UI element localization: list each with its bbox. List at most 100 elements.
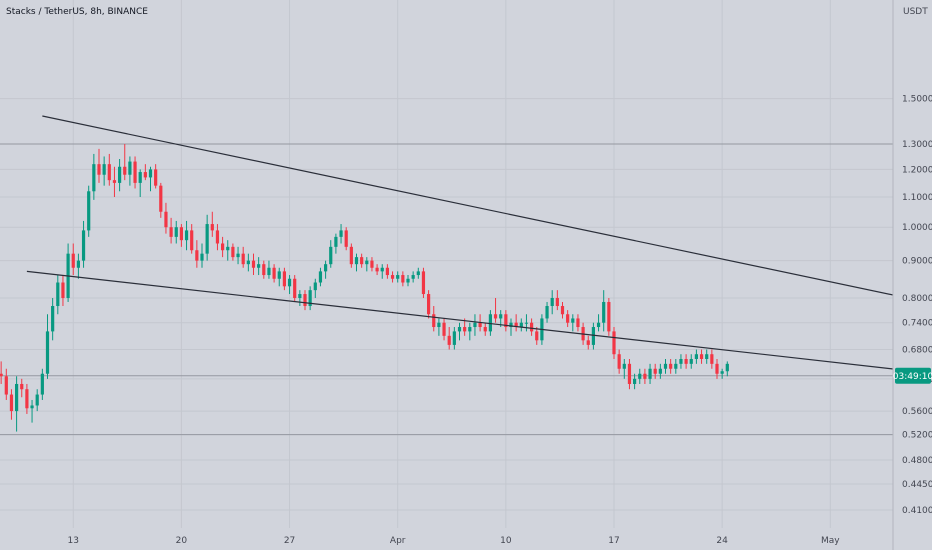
candle	[51, 297, 55, 341]
candle	[560, 301, 565, 319]
candle	[205, 214, 209, 261]
candle-body	[576, 318, 580, 328]
candle-body	[452, 331, 456, 345]
candle-body	[257, 264, 261, 268]
candle-body	[45, 331, 50, 374]
candle-body	[298, 294, 302, 298]
candle	[179, 224, 183, 247]
candle-body	[560, 306, 565, 315]
y-tick-label: 0.8000	[902, 294, 932, 304]
candle	[643, 368, 647, 384]
candle	[612, 327, 616, 359]
candle-body	[112, 180, 117, 183]
candle-body	[679, 358, 683, 364]
candle-body	[504, 314, 508, 328]
candle	[154, 164, 158, 189]
candle-body	[282, 271, 286, 287]
candle-body	[318, 271, 323, 283]
candle-body	[334, 236, 338, 247]
candle	[318, 267, 323, 287]
candle-body	[339, 230, 343, 237]
candle	[354, 253, 359, 272]
trendline[interactable]	[42, 115, 932, 366]
candle-body	[184, 230, 189, 241]
x-tick-label: Apr	[390, 536, 406, 546]
candle	[298, 290, 302, 307]
candle-body	[602, 301, 606, 323]
x-tick-label: May	[821, 536, 840, 546]
candle	[457, 322, 462, 341]
candle	[684, 354, 688, 369]
candle	[107, 153, 111, 186]
candle	[576, 314, 580, 332]
candle	[365, 257, 369, 272]
candle-body	[365, 260, 369, 265]
candle-body	[313, 282, 317, 291]
candle-body	[102, 164, 106, 175]
candle-body	[674, 363, 678, 369]
candle-body	[272, 267, 276, 279]
trendlines	[26, 115, 932, 407]
candle	[504, 310, 508, 332]
candle	[87, 185, 91, 237]
candle-body	[221, 243, 225, 251]
candle-body	[236, 253, 240, 258]
candle-body	[416, 271, 420, 276]
candle	[396, 271, 400, 283]
candle-body	[148, 169, 153, 178]
candle	[35, 389, 39, 412]
candle	[370, 257, 374, 272]
candle-body	[499, 314, 503, 319]
candle	[493, 297, 498, 323]
candle	[468, 322, 472, 341]
candle	[138, 169, 142, 197]
y-tick-label: 0.5600	[902, 407, 932, 417]
candle	[293, 275, 297, 302]
candle-body	[56, 282, 60, 307]
y-tick-label: 1.1000	[902, 193, 932, 203]
candle-body	[349, 246, 353, 265]
candle	[118, 159, 122, 192]
candle	[0, 361, 3, 384]
candle	[550, 290, 554, 315]
candle	[334, 233, 338, 254]
y-tick-label: 0.7400	[902, 319, 932, 329]
candle	[380, 264, 384, 279]
candle-body	[370, 260, 374, 268]
candle-body	[638, 373, 642, 379]
x-tick-label: 27	[284, 536, 295, 546]
candle-body	[566, 314, 570, 323]
candle	[699, 349, 704, 364]
candle-body	[303, 294, 307, 307]
candle	[375, 264, 379, 276]
candle	[329, 240, 333, 268]
candle-body	[51, 306, 55, 332]
candle-body	[478, 322, 482, 328]
candle-body	[169, 227, 173, 237]
candle-body	[262, 264, 266, 276]
candle-body	[287, 278, 292, 287]
candle	[633, 373, 637, 390]
candle	[221, 236, 225, 258]
candle	[437, 318, 441, 336]
candle	[524, 314, 529, 332]
candle	[602, 290, 606, 332]
candle-body	[205, 224, 209, 254]
y-tick-label: 0.4800	[902, 456, 932, 466]
candle	[463, 318, 467, 336]
candle-body	[617, 354, 621, 369]
candle-body	[20, 383, 24, 390]
candle-body	[231, 246, 235, 258]
candle-body	[447, 335, 451, 345]
candle	[184, 220, 189, 251]
candle	[596, 314, 601, 332]
candle	[591, 322, 595, 350]
candle	[4, 368, 8, 400]
trendline[interactable]	[26, 270, 932, 407]
candle	[483, 322, 487, 336]
candle	[128, 156, 132, 186]
candle	[15, 376, 19, 432]
candle-body	[699, 354, 704, 359]
